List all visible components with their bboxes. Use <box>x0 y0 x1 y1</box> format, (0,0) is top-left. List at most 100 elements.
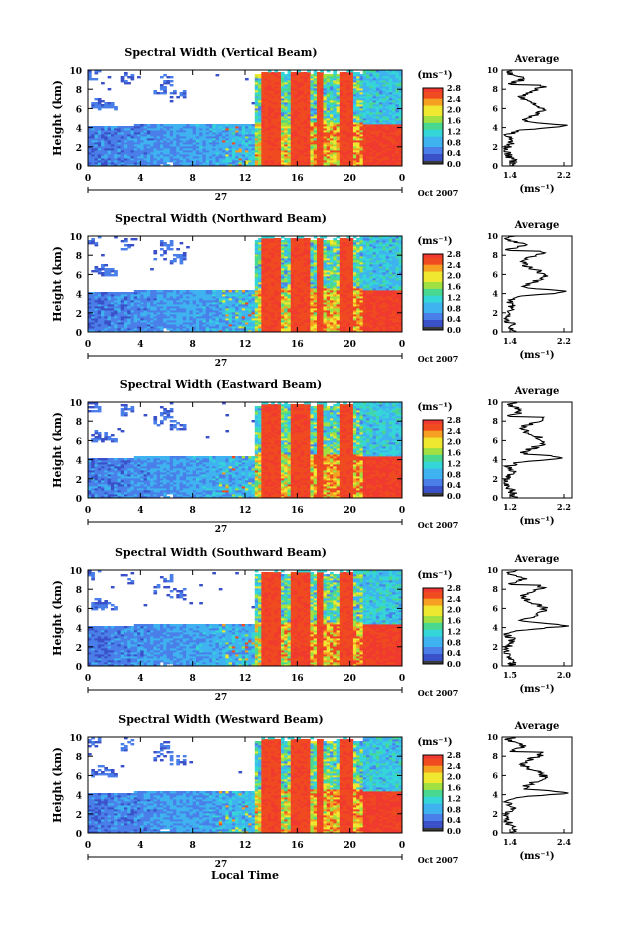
heatmap-cell <box>150 124 154 126</box>
heatmap-cell <box>147 124 151 126</box>
heatmap-cell <box>232 124 236 126</box>
heatmap-cell <box>170 92 174 94</box>
heatmap-cell <box>104 126 108 128</box>
heatmap-cell <box>242 124 246 126</box>
heatmap-cell <box>137 124 141 126</box>
heatmap-cell <box>183 124 187 126</box>
heatmap-cell <box>170 76 174 78</box>
heatmap-cell <box>163 124 167 126</box>
heatmap-cell <box>261 72 265 74</box>
heatmap-cell <box>95 98 99 100</box>
heatmap-cell <box>176 124 180 126</box>
panel-title: Spectral Width (Vertical Beam) <box>124 46 317 59</box>
heatmap-cell <box>324 74 328 76</box>
heatmap-cell <box>127 82 131 84</box>
heatmap-cell <box>98 126 102 128</box>
heatmap-cell <box>98 98 102 100</box>
heatmap-cell <box>114 126 118 128</box>
heatmap-cell <box>219 124 223 126</box>
heatmap-cell <box>235 124 239 126</box>
heatmap-cell <box>163 74 167 76</box>
heatmap-cell <box>202 124 206 126</box>
heatmap-cell <box>196 124 200 126</box>
heatmap-cell <box>258 74 262 76</box>
heatmap-cell <box>163 80 167 82</box>
heatmap-cell <box>212 124 216 126</box>
heatmap-cell <box>180 124 184 126</box>
heatmap-cell <box>153 90 157 92</box>
heatmap-cell <box>222 124 226 126</box>
heatmap-cell <box>337 74 341 76</box>
heatmap-cell <box>271 72 275 74</box>
heatmap-cell <box>183 90 187 92</box>
heatmap-cell <box>356 72 360 74</box>
heatmap-cell <box>353 72 357 74</box>
heatmap-cell <box>252 102 256 104</box>
heatmap-cell <box>111 102 115 104</box>
heatmap-cell <box>317 72 321 74</box>
heatmap-cell <box>245 78 249 80</box>
heatmap-cell <box>157 124 161 126</box>
heatmap-cell <box>167 80 171 82</box>
heatmap-cell <box>359 74 363 76</box>
heatmap-cell <box>291 72 295 74</box>
heatmap-cell <box>153 124 157 126</box>
heatmap-cell <box>160 124 164 126</box>
heatmap-cell <box>278 72 282 74</box>
heatmap-cell <box>304 72 308 74</box>
heatmap-cell <box>330 74 334 76</box>
heatmap-cell <box>170 80 174 82</box>
heatmap-cell <box>167 76 171 78</box>
heatmap-cell <box>255 74 259 76</box>
heatmap-cell <box>248 124 252 126</box>
heatmap-cell <box>121 76 125 78</box>
heatmap-cell <box>124 72 128 74</box>
heatmap-cell <box>199 124 203 126</box>
heatmap-cell <box>284 74 288 76</box>
heatmap-cell <box>117 126 121 128</box>
heatmap-cell <box>193 124 197 126</box>
heatmap-cell <box>91 102 95 104</box>
heatmap-cell <box>189 124 193 126</box>
heatmap-cell <box>101 126 105 128</box>
heatmap-cell <box>108 126 112 128</box>
heatmap-cell <box>124 126 128 128</box>
heatmap-cell <box>170 84 174 86</box>
heatmap-cell <box>108 102 112 104</box>
heatmap-cell <box>343 72 347 74</box>
heatmap-cell <box>186 124 190 126</box>
heatmap-cell <box>340 72 344 74</box>
heatmap-cell <box>134 124 138 126</box>
heatmap-cell <box>173 124 177 126</box>
heatmap-cell <box>327 74 331 76</box>
heatmap-cell <box>225 124 229 126</box>
heatmap-cell <box>176 96 180 98</box>
heatmap-cell <box>216 124 220 126</box>
heatmap-cell <box>144 124 148 126</box>
heatmap-cell <box>101 100 105 102</box>
heatmap-cell <box>111 126 115 128</box>
heatmap-cell <box>310 74 314 76</box>
heatmap-cell <box>206 124 210 126</box>
heatmap-vertical <box>88 70 402 166</box>
heatmap-cell <box>104 102 108 104</box>
heatmap-cell <box>160 92 164 94</box>
panel-vertical: Spectral Width (Vertical Beam)0246810Hei… <box>51 46 572 203</box>
heatmap-cell <box>121 126 125 128</box>
heatmap-cell <box>216 74 220 76</box>
heatmap-cell <box>170 100 174 102</box>
heatmap-cell <box>108 88 112 90</box>
heatmap-cell <box>160 76 164 78</box>
heatmap-cell <box>127 126 131 128</box>
heatmap-cell <box>95 102 99 104</box>
heatmap-cell <box>127 76 131 78</box>
heatmap-cell <box>163 86 167 88</box>
heatmap-cell <box>238 124 242 126</box>
heatmap-cell <box>137 76 141 78</box>
figure: Spectral Width (Vertical Beam)0246810Hei… <box>0 0 623 929</box>
heatmap-cell <box>140 124 144 126</box>
heatmap-cell <box>265 72 269 74</box>
heatmap-cell <box>170 124 174 126</box>
heatmap-cell <box>245 124 249 126</box>
heatmap-cell <box>131 74 135 76</box>
